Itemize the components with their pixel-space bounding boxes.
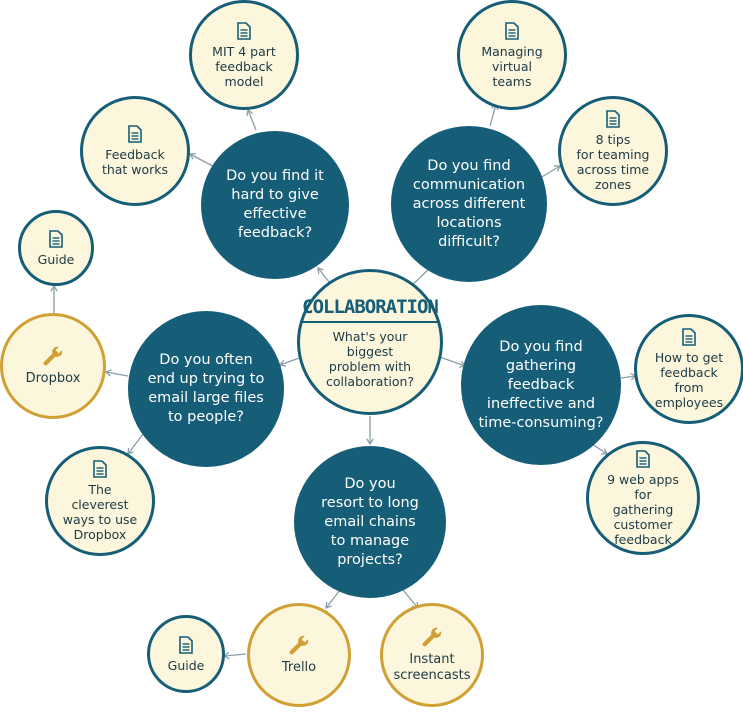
question-email-chains[interactable]: Do you resort to long email chains to ma… [294, 446, 446, 598]
wrench-icon [422, 627, 442, 647]
document-icon [237, 21, 251, 40]
document-icon [128, 125, 142, 143]
resource-feedback-employees[interactable]: How to get feedback from employees [634, 314, 743, 424]
connector-15 [325, 589, 341, 609]
connector-12 [50, 284, 58, 313]
document-icon [179, 635, 193, 654]
question-communication-label: Do you find communication across differe… [412, 157, 526, 250]
resource-guide-trello-label: Guide [167, 657, 205, 673]
document-icon [49, 229, 63, 248]
tool-dropbox-label: Dropbox [25, 371, 81, 386]
document-icon [636, 449, 650, 468]
question-large-files[interactable]: Do you often end up trying to email larg… [128, 311, 284, 467]
resource-eight-tips[interactable]: 8 tips for teaming across time zones [558, 96, 668, 206]
tool-instant-screencasts-label: Instant screencasts [393, 652, 471, 683]
question-feedback[interactable]: Do you find it hard to give effective fe… [201, 131, 349, 279]
resource-guide-dropbox-label: Guide [37, 251, 75, 267]
question-email-chains-label: Do you resort to long email chains to ma… [321, 475, 419, 568]
resource-cleverest-dropbox[interactable]: The cleverest ways to use Dropbox [45, 446, 155, 556]
question-gathering-feedback-label: Do you find gathering feedback ineffecti… [478, 338, 604, 431]
document-icon [682, 328, 696, 346]
resource-virtual-teams-label: Managing virtual teams [481, 43, 543, 89]
resource-guide-trello[interactable]: Guide [147, 615, 225, 693]
connector-9 [539, 165, 562, 179]
resource-cleverest-dropbox-label: The cleverest ways to use Dropbox [62, 482, 138, 542]
center-subtitle: What's your biggest problem with collabo… [325, 328, 415, 389]
resource-mit-model[interactable]: MIT 4 part feedback model [189, 0, 299, 110]
question-large-files-label: Do you often end up trying to email larg… [147, 352, 265, 425]
tool-dropbox[interactable]: Dropbox [0, 313, 106, 419]
connector-17 [222, 651, 247, 660]
resource-mit-model-label: MIT 4 part feedback model [212, 43, 276, 89]
resource-web-apps-label: 9 web apps for gathering customer feedba… [607, 471, 679, 547]
connector-10 [104, 369, 129, 377]
wrench-icon [289, 635, 309, 655]
connector-5 [366, 416, 374, 446]
connector-14 [591, 443, 609, 455]
tool-trello-label: Trello [281, 660, 317, 675]
question-communication[interactable]: Do you find communication across differe… [391, 126, 547, 282]
tool-trello[interactable]: Trello [247, 603, 351, 707]
resource-feedback-works[interactable]: Feedback that works [80, 96, 190, 206]
connector-6 [246, 108, 257, 131]
question-gathering-feedback[interactable]: Do you find gathering feedback ineffecti… [461, 305, 621, 465]
resource-guide-dropbox[interactable]: Guide [18, 210, 94, 286]
document-icon [93, 460, 107, 478]
document-icon [505, 21, 519, 40]
connector-4 [439, 356, 467, 368]
resource-web-apps[interactable]: 9 web apps for gathering customer feedba… [586, 441, 700, 555]
center-node: COLLABORATION What's your biggest proble… [297, 269, 443, 415]
center-title: COLLABORATION [302, 296, 439, 323]
resource-virtual-teams[interactable]: Managing virtual teams [457, 0, 567, 110]
question-feedback-label: Do you find it hard to give effective fe… [226, 168, 324, 241]
resource-eight-tips-label: 8 tips for teaming across time zones [576, 132, 650, 192]
tool-instant-screencasts[interactable]: Instant screencasts [380, 603, 484, 707]
document-icon [606, 110, 620, 128]
wrench-icon [43, 346, 63, 366]
resource-feedback-works-label: Feedback that works [101, 147, 169, 177]
resource-feedback-employees-label: How to get feedback from employees [654, 350, 724, 410]
